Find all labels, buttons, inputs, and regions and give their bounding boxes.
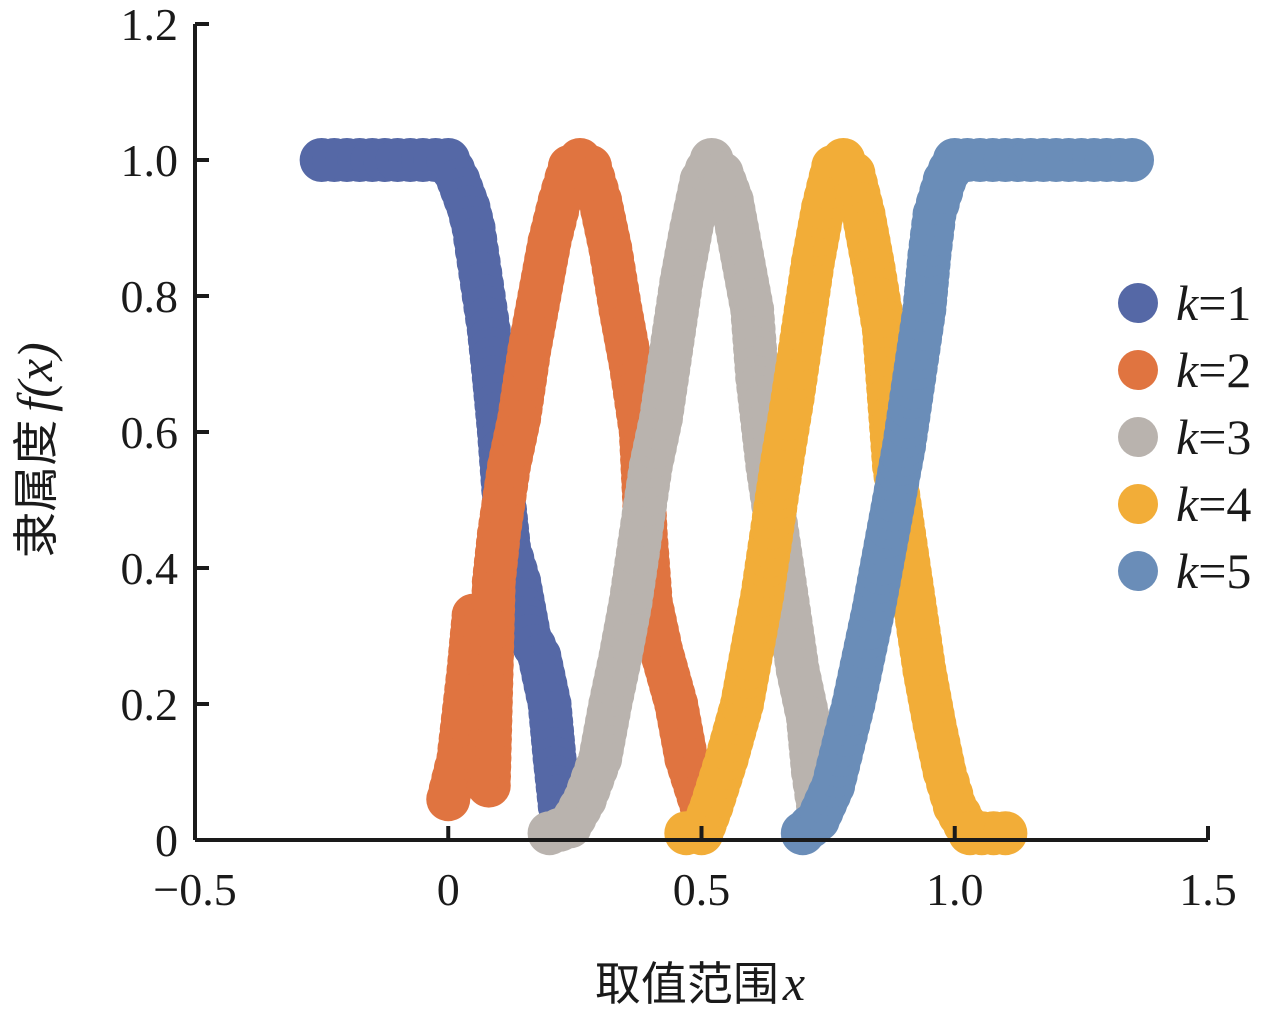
legend-variable: k — [1176, 409, 1199, 465]
legend-marker — [1118, 484, 1158, 524]
data-points — [299, 138, 1155, 856]
legend-label: k=1 — [1176, 275, 1251, 331]
legend-equals-value: =4 — [1198, 476, 1251, 532]
y-tick-label: 0.2 — [121, 679, 179, 730]
y-axis-title: 隶属度 f(x) — [7, 342, 63, 557]
y-tick-label: 0 — [155, 815, 178, 866]
y-tick-label: 1.0 — [121, 135, 179, 186]
data-point — [983, 811, 1028, 856]
x-axis-title: 取值范围x — [595, 955, 805, 1011]
y-tick-label: 1.2 — [121, 0, 179, 50]
legend-marker — [1118, 551, 1158, 591]
y-tick-label: 0.8 — [121, 271, 179, 322]
legend-equals-value: =5 — [1198, 543, 1251, 599]
y-axis-variable: f(x) — [7, 342, 63, 411]
legend-variable: k — [1176, 543, 1199, 599]
legend-equals-value: =1 — [1198, 275, 1251, 331]
x-axis-label: 取值范围 — [595, 957, 779, 1011]
legend: k=1k=2k=3k=4k=5 — [1118, 275, 1251, 599]
legend-label: k=4 — [1176, 476, 1251, 532]
x-tick-label: 0 — [437, 864, 460, 915]
legend-variable: k — [1176, 342, 1199, 398]
x-tick-label: 1.5 — [1179, 864, 1237, 915]
x-tick-label: 0.5 — [673, 864, 731, 915]
ticks: −0.5 0 0.5 1.0 1.500.20.40.60.81.01.2 — [121, 0, 1237, 915]
x-tick-label: −0.5 — [153, 864, 236, 915]
series-5 — [780, 138, 1155, 856]
y-tick-label: 0.4 — [121, 543, 179, 594]
data-point — [1110, 138, 1155, 182]
y-tick-label: 0.6 — [121, 407, 179, 458]
legend-marker — [1118, 350, 1158, 390]
legend-label: k=3 — [1176, 409, 1251, 465]
legend-variable: k — [1176, 476, 1199, 532]
legend-variable: k — [1176, 275, 1199, 331]
legend-marker — [1118, 283, 1158, 323]
legend-label: k=5 — [1176, 543, 1251, 599]
legend-label: k=2 — [1176, 342, 1251, 398]
legend-marker — [1118, 417, 1158, 457]
x-tick-label: 1.0 — [926, 864, 984, 915]
legend-equals-value: =2 — [1198, 342, 1251, 398]
x-axis-variable: x — [782, 955, 805, 1011]
legend-equals-value: =3 — [1198, 409, 1251, 465]
y-axis-label: 隶属度 — [9, 420, 63, 558]
